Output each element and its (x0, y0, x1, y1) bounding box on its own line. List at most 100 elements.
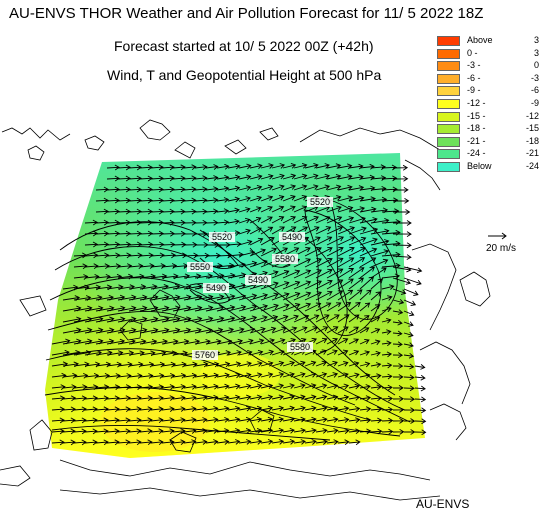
wind-vector (84, 428, 98, 435)
wind-vector (205, 197, 219, 204)
wind-vector (359, 327, 370, 334)
wind-vector (359, 338, 370, 345)
wind-vector (293, 405, 306, 412)
wind-vector (161, 395, 175, 401)
wind-vector (117, 417, 131, 424)
wind-vector (271, 360, 285, 367)
wind-vector (393, 220, 412, 226)
wind-vector (370, 316, 381, 323)
wind-vector (139, 395, 153, 401)
wind-vector (293, 162, 308, 169)
wind-vector (161, 428, 175, 434)
legend-swatch (437, 48, 460, 59)
wind-vector (260, 303, 279, 312)
vector-reference-label: 20 m/s (486, 243, 517, 254)
wind-vector (337, 439, 350, 446)
wind-vector (238, 217, 251, 224)
wind-vector (348, 417, 361, 423)
wind-vector (95, 384, 110, 390)
wind-vector (403, 374, 415, 381)
wind-vector (260, 247, 277, 257)
wind-vector (392, 277, 412, 285)
wind-vector (392, 309, 404, 315)
wind-vector (139, 186, 153, 193)
wind-vector (260, 427, 274, 434)
wind-vector (128, 373, 143, 379)
wind-vector (106, 186, 120, 193)
wind-vector (227, 372, 241, 379)
wind-vector (73, 274, 89, 280)
wind-vector (172, 175, 186, 182)
wind-vector (260, 372, 274, 378)
wind-vector (326, 302, 342, 312)
wind-vector (370, 164, 386, 170)
wind-vector (293, 427, 306, 434)
wind-vector (227, 361, 242, 368)
legend-label-left: -3 - (467, 60, 481, 71)
wind-vector (194, 208, 208, 215)
wind-vector (216, 416, 230, 423)
wind-vector (326, 226, 344, 235)
wind-vector (238, 174, 252, 181)
wind-vector (51, 406, 65, 413)
wind-vector (128, 186, 142, 193)
wind-vector (315, 372, 328, 378)
wind-vector (348, 277, 364, 290)
wind-vector (84, 252, 99, 259)
wind-vector (249, 163, 263, 170)
wind-vector (337, 349, 349, 356)
wind-vector (282, 338, 296, 345)
legend-label-left: Below (467, 161, 492, 171)
wind-vector (348, 361, 360, 367)
wind-vector (249, 237, 264, 246)
wind-vector (359, 276, 375, 290)
wind-vector (117, 175, 131, 182)
wind-vector (293, 302, 312, 312)
wind-vector (260, 205, 273, 213)
wind-vector (73, 395, 88, 402)
wind-vector (62, 384, 77, 390)
wind-vector (348, 216, 366, 224)
wind-vector (293, 439, 306, 445)
wind-vector (95, 428, 109, 435)
contour-label-bg (192, 350, 218, 360)
wind-vector (205, 305, 225, 312)
wind-vector (315, 279, 333, 290)
wind-vector (304, 247, 322, 257)
wind-vector (84, 273, 100, 280)
wind-vector (238, 416, 252, 423)
wind-vector (172, 316, 192, 323)
wind-vector (381, 284, 395, 290)
wind-vector (150, 428, 164, 435)
forecast-subtitle: Forecast started at 10/ 5 2022 00Z (+42h… (114, 38, 374, 54)
wind-vector (205, 186, 219, 192)
wind-vector (249, 383, 263, 390)
wind-vector (106, 219, 120, 226)
wind-vector (161, 361, 177, 368)
wind-vector (304, 236, 321, 246)
wind-vector (282, 326, 298, 334)
wind-vector (238, 196, 251, 202)
wind-vector (62, 406, 76, 413)
wind-vector (106, 417, 120, 424)
wind-vector (381, 384, 393, 391)
legend-label: Below -24 (467, 161, 539, 171)
wind-vector (128, 197, 142, 204)
wind-vector (337, 302, 352, 312)
wind-vector (348, 247, 366, 257)
wind-vector (337, 268, 355, 279)
wind-vector (128, 241, 143, 248)
wind-vector (315, 314, 330, 323)
wind-vector (282, 427, 295, 434)
legend-label: -6 - -3 (467, 73, 539, 83)
wind-vector (150, 252, 165, 259)
coastline-segment (59, 487, 441, 501)
wind-vector (370, 428, 383, 435)
wind-vector (403, 363, 415, 370)
wind-vector (337, 289, 354, 301)
legend-label-left: -18 - (467, 123, 486, 134)
wind-vector (183, 406, 197, 412)
wind-vector (183, 383, 197, 390)
wind-vector (403, 407, 416, 413)
legend-item: Above 3 (437, 35, 543, 47)
